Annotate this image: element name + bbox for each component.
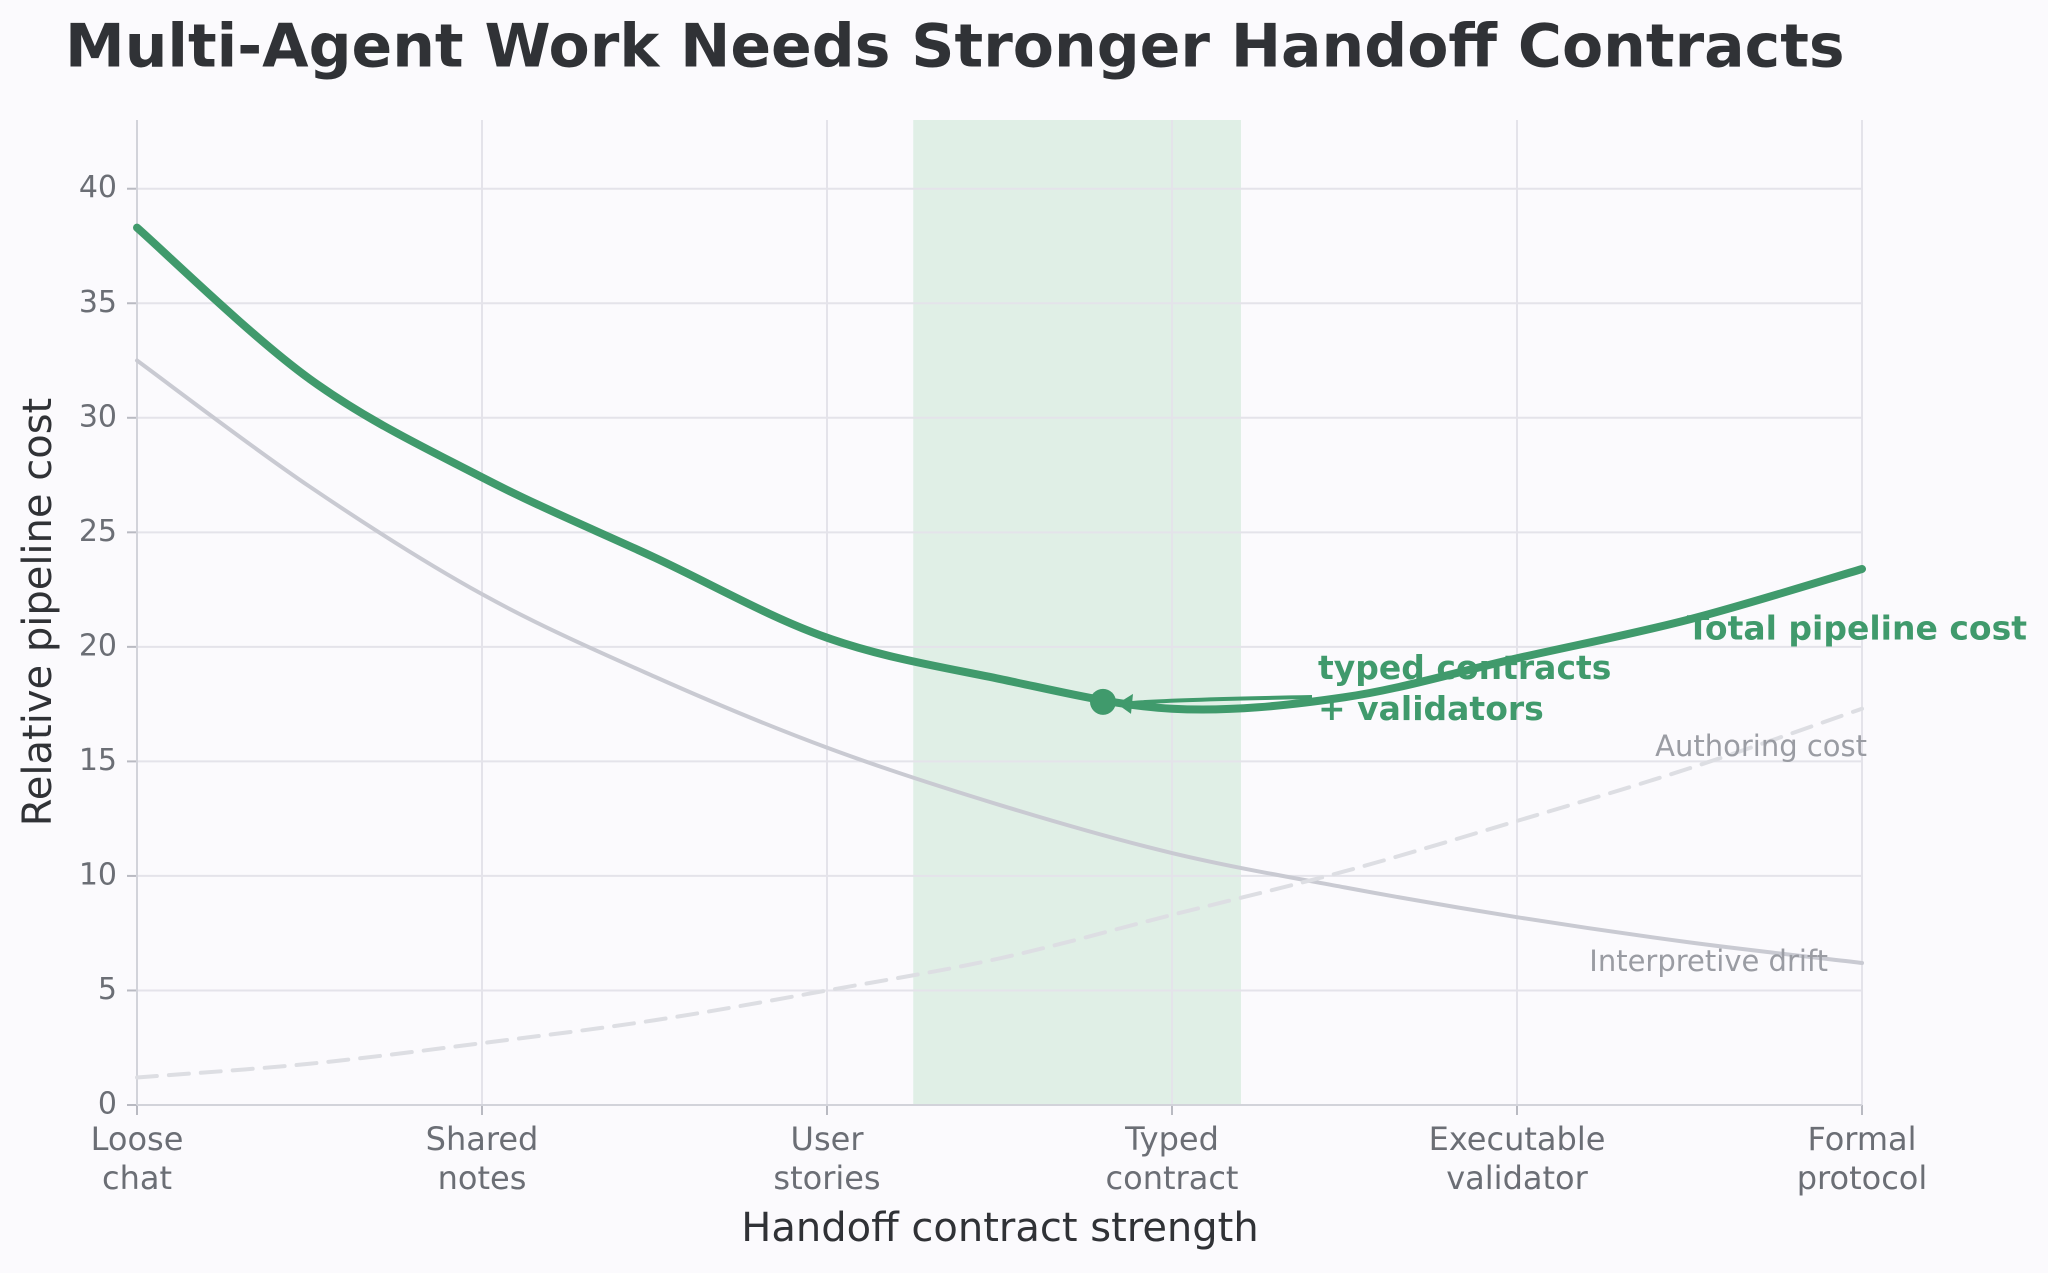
series-line	[133, 223, 1866, 714]
optimum-point	[1090, 688, 1116, 715]
y-tick-label: 20	[79, 628, 117, 663]
y-tick-label: 15	[79, 743, 117, 778]
y-tick-label: 30	[79, 399, 117, 434]
series-label: Interpretive drift	[1589, 944, 1828, 978]
y-tick-label: 5	[98, 972, 117, 1007]
annotation-text: typed contracts + validators	[1318, 648, 1612, 728]
series-line	[135, 706, 1864, 1080]
x-tick-label: User stories	[773, 1120, 881, 1197]
x-tick-label: Typed contract	[1105, 1120, 1239, 1197]
series-label: Total pipeline cost	[1687, 609, 2027, 648]
y-tick-label: 35	[79, 285, 117, 320]
chart-title: Multi-Agent Work Needs Stronger Handoff …	[65, 12, 1845, 82]
x-axis-label: Handoff contract strength	[741, 1205, 1258, 1251]
series-label: Authoring cost	[1655, 729, 1867, 763]
x-tick-label: Executable validator	[1428, 1120, 1606, 1197]
series-line	[135, 358, 1864, 965]
y-axis-label: Relative pipeline cost	[15, 398, 61, 826]
y-tick-label: 10	[79, 857, 117, 892]
x-tick-label: Shared notes	[425, 1120, 539, 1197]
y-tick-label: 40	[79, 170, 117, 205]
annotation-arrow	[1124, 695, 1313, 706]
x-tick-label: Formal protocol	[1796, 1120, 1928, 1197]
highlight-band	[913, 120, 1241, 1105]
arrow-head	[1117, 693, 1133, 714]
x-tick-label: Loose chat	[90, 1120, 184, 1197]
y-tick-label: 0	[98, 1087, 117, 1122]
y-tick-label: 25	[79, 514, 117, 549]
